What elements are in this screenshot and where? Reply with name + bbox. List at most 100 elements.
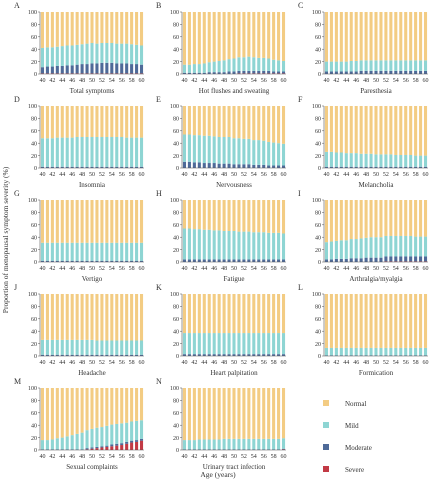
- bar-segment-moderate: [399, 166, 403, 168]
- y-tick-label: 40: [173, 47, 179, 53]
- bar-segment-normal: [125, 294, 129, 341]
- bar-segment-mild: [267, 58, 271, 71]
- bar-segment-mild: [95, 43, 99, 64]
- panel-letter: L: [298, 283, 303, 292]
- bar-segment-moderate: [90, 166, 94, 168]
- bar-segment-mild: [237, 231, 241, 260]
- bar-segment-normal: [374, 106, 378, 155]
- y-tick-label: 0: [34, 354, 37, 360]
- bar-segment-severe: [85, 73, 89, 74]
- bar-segment-moderate: [394, 166, 398, 168]
- bar-segment-normal: [110, 200, 114, 243]
- bar-segment-moderate: [262, 354, 266, 356]
- bar-segment-normal: [55, 388, 59, 439]
- y-tick-label: 40: [315, 47, 321, 53]
- bar-segment-mild: [354, 153, 358, 167]
- bar-segment-normal: [60, 12, 64, 47]
- x-tick-label: 54: [393, 78, 399, 84]
- bar-segment-moderate: [95, 446, 99, 449]
- bar-segment-moderate: [130, 354, 134, 356]
- bar-segment-normal: [130, 12, 134, 45]
- bar-segment-mild: [55, 438, 59, 450]
- bar-segment-moderate: [324, 355, 329, 356]
- bar-segment-mild: [40, 138, 45, 167]
- bar-segment-mild: [364, 347, 368, 356]
- bar-segment-mild: [212, 333, 216, 355]
- bar-segment-moderate: [227, 449, 231, 450]
- bar-segment-mild: [423, 347, 428, 356]
- bar-segment-mild: [105, 425, 109, 446]
- x-tick-label: 54: [109, 266, 115, 272]
- bar-segment-mild: [414, 60, 418, 71]
- panel-title: Insomnia: [79, 181, 106, 189]
- bar-segment-moderate: [217, 72, 221, 74]
- bar-segment-moderate: [120, 63, 124, 74]
- bar-segment-normal: [130, 200, 134, 243]
- panels-group: A 0 20 40 60 80 100 40 42 44 46 48 50 52 54 56 58 60 Total…: [14, 1, 429, 471]
- bar-segment-severe: [409, 261, 413, 262]
- bar-segment-moderate: [262, 259, 266, 262]
- bar-segment-moderate: [354, 71, 358, 74]
- bar-segment-moderate: [423, 355, 428, 356]
- bar-segment-moderate: [135, 354, 139, 356]
- bar-segment-moderate: [339, 166, 343, 168]
- bar-segment-moderate: [252, 354, 256, 356]
- bar-segment-moderate: [414, 166, 418, 168]
- bar-segment-mild: [379, 237, 383, 258]
- bar-segment-moderate: [90, 260, 94, 262]
- bar-segment-mild: [90, 428, 94, 448]
- bar-segment-moderate: [130, 260, 134, 262]
- bar-segment-normal: [281, 106, 286, 144]
- bar-segment-mild: [182, 333, 187, 355]
- bar-segment-moderate: [55, 449, 59, 450]
- bar-segment-normal: [125, 106, 129, 138]
- x-tick-label: 60: [423, 172, 429, 178]
- x-tick-label: 52: [241, 78, 247, 84]
- bar-segment-mild: [232, 333, 236, 355]
- bar-segment-severe: [247, 73, 251, 74]
- x-tick-label: 54: [109, 78, 115, 84]
- bar-segment-severe: [237, 73, 241, 74]
- x-tick-label: 54: [109, 172, 115, 178]
- x-tick-label: 52: [383, 78, 389, 84]
- bar-segment-mild: [90, 242, 94, 261]
- bar-segment-severe: [85, 449, 89, 450]
- bar-segment-moderate: [197, 72, 201, 74]
- bar-segment-normal: [281, 388, 286, 439]
- x-tick-label: 56: [119, 266, 125, 272]
- bar-segment-moderate: [197, 259, 201, 262]
- bar-segment-mild: [252, 333, 256, 355]
- bar-segment-mild: [384, 154, 388, 167]
- panel-m: M 0 20 40 60 80 100 40 42 44 46 48 50 52 54 56 58 60 Sexua…: [14, 377, 145, 471]
- x-tick-label: 60: [281, 78, 287, 84]
- x-tick-label: 48: [221, 360, 227, 366]
- x-tick-label: 56: [403, 172, 409, 178]
- bar-segment-moderate: [334, 258, 338, 262]
- legend-item-moderate: Moderate: [323, 444, 372, 452]
- y-tick-label: 80: [31, 117, 37, 123]
- bar-segment-moderate: [339, 258, 343, 262]
- bar-segment-mild: [222, 333, 226, 355]
- x-tick-label: 60: [281, 360, 287, 366]
- bar-segment-moderate: [85, 166, 89, 168]
- bar-segment-moderate: [115, 63, 119, 74]
- bar-segment-moderate: [374, 70, 378, 74]
- bar-segment-moderate: [105, 166, 109, 168]
- y-tick-label: 80: [173, 117, 179, 123]
- bar-segment-moderate: [65, 166, 69, 168]
- bar-segment-mild: [187, 228, 191, 260]
- bar-segment-normal: [272, 388, 276, 439]
- panel-letter: M: [14, 377, 21, 386]
- bar-segment-moderate: [419, 166, 423, 168]
- bar-segment-mild: [120, 423, 124, 444]
- bar-segment-normal: [344, 106, 348, 154]
- bar-segment-normal: [65, 200, 69, 243]
- x-tick-label: 48: [79, 266, 85, 272]
- x-tick-label: 40: [181, 454, 187, 460]
- bar-segment-mild: [277, 438, 281, 450]
- y-tick-label: 0: [318, 166, 321, 172]
- bar-segment-mild: [60, 137, 64, 167]
- panel-letter: B: [156, 1, 161, 10]
- bar-segment-moderate: [389, 355, 393, 356]
- bar-segment-severe: [115, 445, 119, 450]
